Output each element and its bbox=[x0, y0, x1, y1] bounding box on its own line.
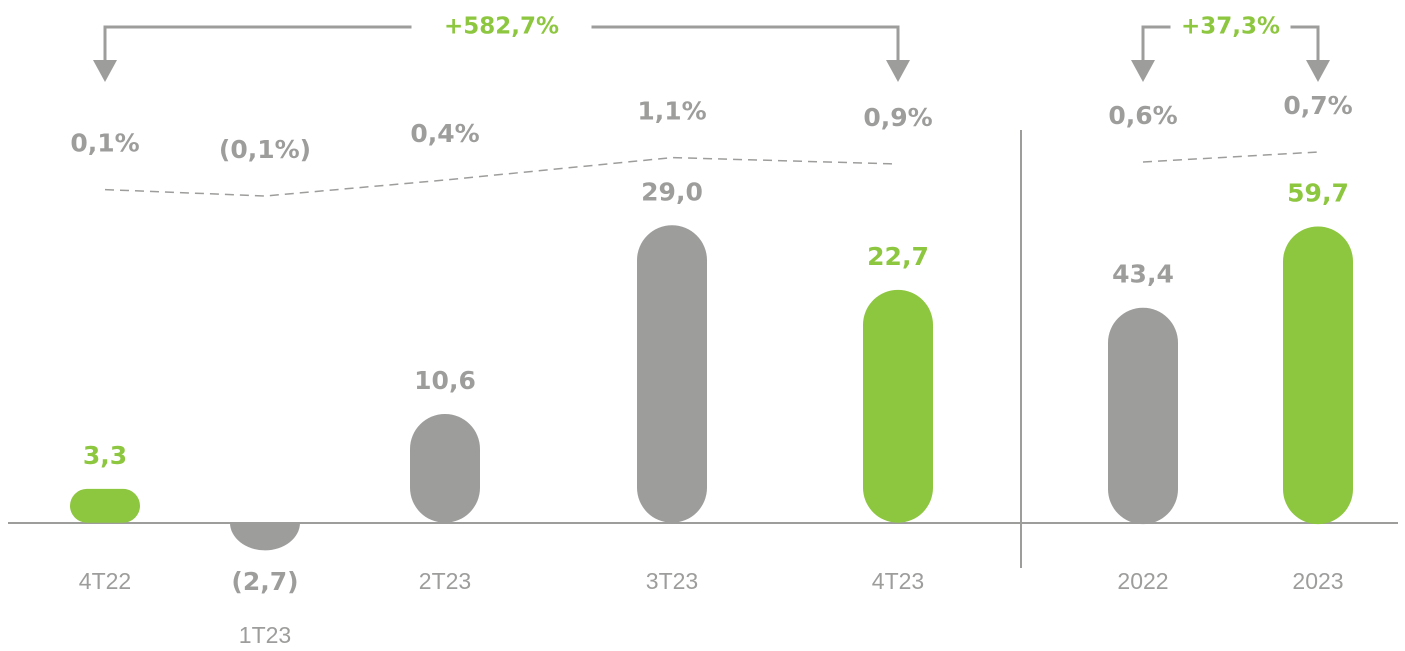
value-label: 43,4 bbox=[1112, 260, 1174, 289]
bar bbox=[637, 225, 707, 523]
margin-label: (0,1%) bbox=[219, 135, 311, 164]
x-tick-label: 4T22 bbox=[79, 568, 131, 594]
margin-line bbox=[104, 156, 899, 197]
bar bbox=[1283, 226, 1353, 525]
margin-label: 1,1% bbox=[637, 97, 706, 126]
value-label: (2,7) bbox=[231, 567, 298, 596]
bar bbox=[410, 413, 480, 523]
bar bbox=[1108, 307, 1178, 525]
bracket bbox=[1141, 25, 1320, 62]
margin-label: 0,6% bbox=[1108, 101, 1177, 130]
annotation: +582,7% bbox=[444, 14, 559, 40]
x-tick-label: 4T23 bbox=[872, 568, 924, 594]
margin-label: 0,4% bbox=[410, 119, 479, 148]
value-label: 10,6 bbox=[414, 366, 476, 395]
arrow-head bbox=[1131, 60, 1155, 82]
x-tick-label: 1T23 bbox=[239, 622, 291, 648]
value-label: 59,7 bbox=[1287, 178, 1349, 207]
bar bbox=[230, 522, 300, 551]
margin-label: 0,1% bbox=[70, 129, 139, 158]
margin-label: 0,7% bbox=[1283, 91, 1352, 120]
arrow-head bbox=[886, 60, 910, 82]
value-label: 29,0 bbox=[641, 177, 703, 206]
margin-line bbox=[1142, 151, 1319, 163]
x-tick-label: 2022 bbox=[1117, 568, 1168, 594]
bracket bbox=[103, 25, 900, 62]
arrow-head bbox=[1306, 60, 1330, 82]
bar bbox=[70, 488, 140, 523]
x-tick-label: 3T23 bbox=[646, 568, 698, 594]
arrow-head bbox=[93, 60, 117, 82]
x-tick-label: 2T23 bbox=[419, 568, 471, 594]
annotation: +37,3% bbox=[1181, 14, 1280, 40]
value-label: 22,7 bbox=[867, 242, 929, 271]
x-tick-label: 2023 bbox=[1292, 568, 1343, 594]
margin-label: 0,9% bbox=[863, 103, 932, 132]
value-label: 3,3 bbox=[83, 441, 127, 470]
bar bbox=[863, 289, 933, 523]
